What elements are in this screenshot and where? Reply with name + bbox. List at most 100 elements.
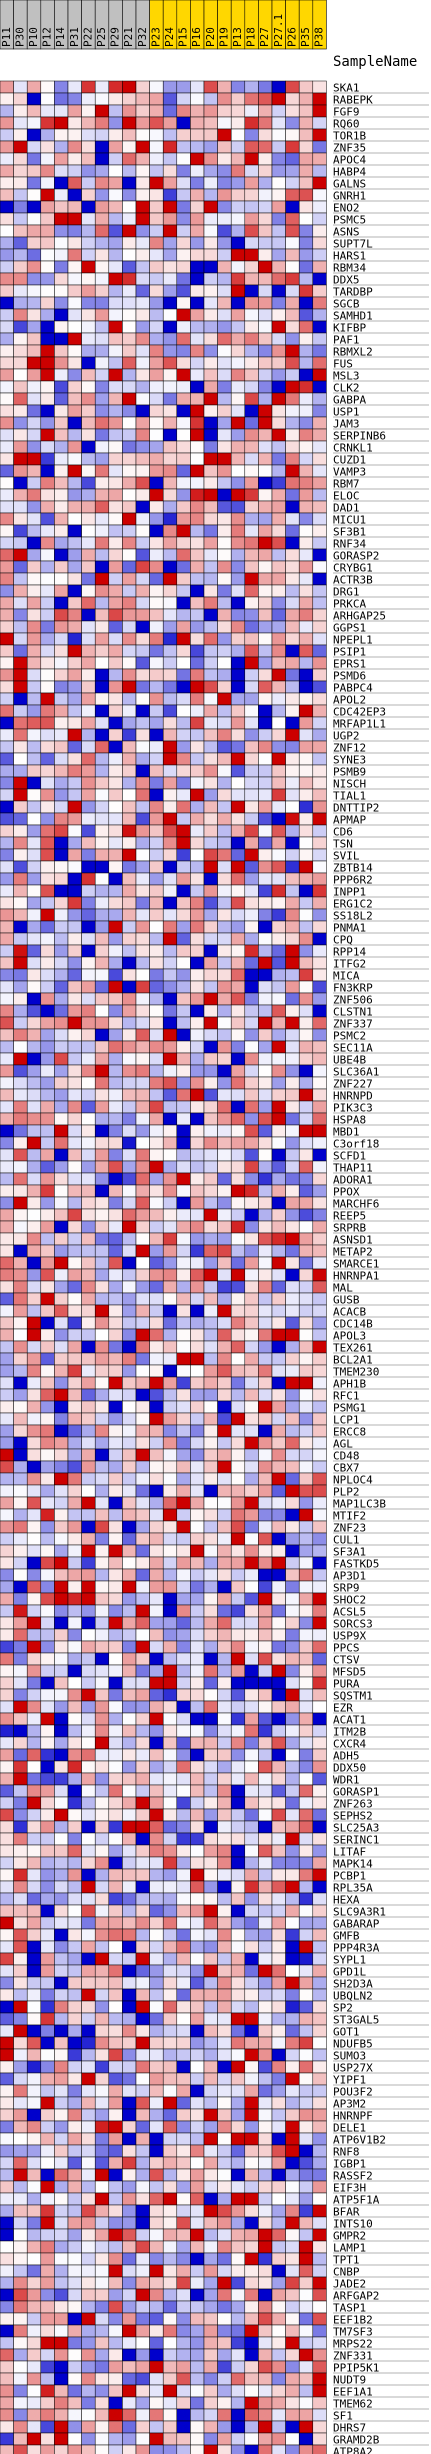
- heatmap-cell: [244, 980, 259, 994]
- heatmap-cell: [13, 308, 28, 322]
- heatmap-cell: [312, 1772, 327, 1786]
- heatmap-cell: [162, 1796, 178, 1810]
- heatmap-cell: [258, 1760, 273, 1774]
- heatmap-cell: [176, 152, 191, 166]
- heatmap-cell: [149, 1616, 164, 1630]
- heatmap-cell: [13, 1904, 28, 1918]
- heatmap-cell: [217, 836, 232, 850]
- heatmap-cell: [26, 1796, 42, 1810]
- heatmap-cell: [217, 1076, 232, 1090]
- heatmap-cell: [54, 1832, 69, 1846]
- heatmap-cell: [122, 2444, 137, 2454]
- heatmap-cell: [67, 1436, 82, 1450]
- heatmap-cell: [108, 308, 123, 322]
- heatmap-cell: [244, 1268, 259, 1282]
- heatmap-cell: [26, 1652, 42, 1666]
- heatmap-cell: [258, 1028, 273, 1042]
- heatmap-cell: [0, 236, 14, 250]
- heatmap-cell: [258, 1880, 273, 1894]
- heatmap-cell: [203, 1652, 218, 1666]
- heatmap-cell: [26, 1892, 42, 1906]
- heatmap-cell: [94, 2084, 110, 2098]
- heatmap-cell: [312, 2348, 327, 2362]
- heatmap-cell: [0, 332, 14, 346]
- heatmap-cell: [149, 596, 164, 610]
- heatmap-cell: [203, 1700, 218, 1714]
- heatmap-cell: [81, 536, 96, 550]
- row-label: CRNKL1: [333, 442, 373, 455]
- heatmap-cell: [298, 1460, 314, 1474]
- heatmap-cell: [230, 548, 246, 562]
- heatmap-cell: [230, 116, 246, 130]
- heatmap-cell: [162, 2384, 178, 2398]
- heatmap-cell: [190, 2048, 205, 2062]
- heatmap-cell: [40, 2096, 55, 2110]
- heatmap-cell: [298, 956, 314, 970]
- heatmap-cell: [244, 2336, 259, 2350]
- heatmap-cell: [13, 236, 28, 250]
- heatmap-cell: [149, 1424, 164, 1438]
- heatmap-cell: [26, 1208, 42, 1222]
- heatmap-cell: [122, 1688, 137, 1702]
- heatmap-cell: [149, 440, 164, 454]
- heatmap-cell: [285, 1268, 300, 1282]
- heatmap-cell: [122, 512, 137, 526]
- heatmap-cell: [162, 1652, 178, 1666]
- heatmap-cell: [312, 1652, 327, 1666]
- heatmap-cell: [258, 572, 273, 586]
- heatmap-cell: [0, 2096, 14, 2110]
- heatmap-cell: [176, 1268, 191, 1282]
- heatmap-cell: [285, 128, 300, 142]
- heatmap-cell: [176, 1076, 191, 1090]
- heatmap-cell: [258, 2204, 273, 2218]
- heatmap-cell: [271, 1700, 286, 1714]
- heatmap-cell: [67, 1856, 82, 1870]
- heatmap-cell: [258, 92, 273, 106]
- heatmap-cell: [81, 812, 96, 826]
- row-label: DDX5: [333, 274, 360, 287]
- row-label: KIFBP: [333, 322, 366, 335]
- heatmap-cell: [258, 1328, 273, 1342]
- heatmap-cell: [54, 836, 69, 850]
- heatmap-cell: [312, 1880, 327, 1894]
- heatmap-cell: [81, 2096, 96, 2110]
- heatmap-cell: [122, 1208, 137, 1222]
- heatmap-cell: [203, 992, 218, 1006]
- heatmap-cell: [203, 1796, 218, 1810]
- heatmap-cell: [135, 2360, 150, 2374]
- heatmap-cell: [285, 2300, 300, 2314]
- heatmap-cell: [258, 1112, 273, 1126]
- heatmap-cell: [217, 2144, 232, 2158]
- heatmap-cell: [271, 200, 286, 214]
- heatmap-cell: [203, 1028, 218, 1042]
- heatmap-cell: [26, 1328, 42, 1342]
- heatmap-cell: [298, 1568, 314, 1582]
- heatmap-cell: [122, 668, 137, 682]
- row-label: TOR1B: [333, 130, 366, 143]
- heatmap-cell: [122, 1868, 137, 1882]
- heatmap-cell: [312, 2384, 327, 2398]
- heatmap-cell: [258, 1388, 273, 1402]
- heatmap-cell: [108, 1556, 123, 1570]
- heatmap-cell: [108, 1172, 123, 1186]
- heatmap-cell: [176, 1568, 191, 1582]
- heatmap-cell: [81, 2312, 96, 2326]
- heatmap-cell: [13, 536, 28, 550]
- heatmap-cell: [81, 1736, 96, 1750]
- row-label: THAP11: [333, 1162, 373, 1175]
- heatmap-cell: [285, 1544, 300, 1558]
- heatmap-cell: [122, 1052, 137, 1066]
- heatmap-cell: [54, 1712, 69, 1726]
- heatmap-cell: [230, 2408, 246, 2422]
- heatmap-cell: [149, 680, 164, 694]
- heatmap-cell: [0, 1100, 14, 1114]
- heatmap-cell: [81, 1460, 96, 1474]
- row-label: PPCS: [333, 1642, 360, 1655]
- heatmap-cell: [244, 1568, 259, 1582]
- heatmap-cell: [122, 1520, 137, 1534]
- heatmap-cell: [0, 2156, 14, 2170]
- heatmap-cell: [81, 476, 96, 490]
- heatmap-cell: [149, 176, 164, 190]
- heatmap-cell: [258, 776, 273, 790]
- heatmap-cell: [26, 1424, 42, 1438]
